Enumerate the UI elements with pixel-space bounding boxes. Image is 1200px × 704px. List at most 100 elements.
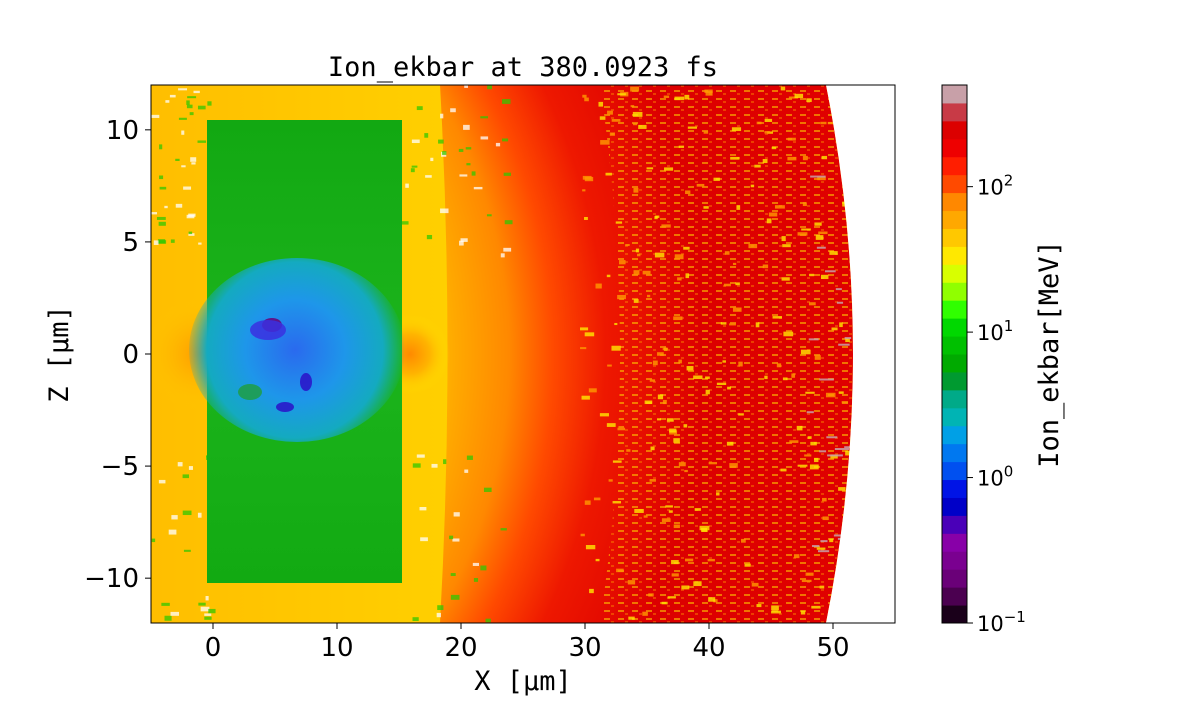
noise-speckle xyxy=(841,401,848,404)
noise-speckle xyxy=(193,90,200,94)
colorbar xyxy=(942,85,967,624)
noise-speckle xyxy=(208,608,216,614)
noise-speckle xyxy=(158,221,166,226)
noise-speckle xyxy=(425,175,432,178)
noise-speckle xyxy=(791,373,796,378)
noise-speckle xyxy=(821,155,828,160)
noise-speckle xyxy=(806,98,812,103)
noise-speckle xyxy=(633,122,638,126)
hot-spot xyxy=(300,373,312,391)
noise-speckle xyxy=(762,158,768,164)
noise-speckle xyxy=(636,253,641,257)
noise-speckle xyxy=(401,221,409,225)
noise-speckle xyxy=(405,183,409,188)
noise-speckle xyxy=(420,537,428,542)
colorbar-segment xyxy=(942,389,967,409)
noise-speckle xyxy=(830,454,838,459)
noise-speckle xyxy=(826,436,838,439)
noise-speckle xyxy=(674,254,684,260)
x-tick-label: 30 xyxy=(568,633,601,663)
noise-speckle xyxy=(703,131,709,134)
colorbar-segment xyxy=(942,425,967,445)
noise-speckle xyxy=(464,469,469,473)
colorbar-tick-label: 101 xyxy=(977,317,1013,345)
noise-speckle xyxy=(450,594,460,600)
noise-speckle xyxy=(820,121,827,125)
noise-speckle xyxy=(804,454,812,457)
noise-speckle xyxy=(750,184,755,188)
noise-speckle xyxy=(817,550,830,553)
x-tick-label: 50 xyxy=(816,633,849,663)
noise-speckle xyxy=(612,501,622,504)
noise-speckle xyxy=(802,155,808,161)
noise-speckle xyxy=(649,479,656,482)
noise-speckle xyxy=(807,436,812,439)
noise-speckle xyxy=(667,596,676,599)
colorbar-segment xyxy=(942,407,967,427)
noise-speckle xyxy=(820,540,828,543)
noise-speckle xyxy=(442,151,447,155)
noise-speckle xyxy=(687,126,697,129)
noise-speckle xyxy=(756,121,762,125)
shell-speckle xyxy=(600,85,853,623)
y-tick-label: −10 xyxy=(84,564,139,594)
target-core xyxy=(189,258,405,442)
colorbar-segment xyxy=(942,282,967,301)
noise-speckle xyxy=(809,273,815,277)
noise-speckle xyxy=(635,248,640,253)
noise-speckle xyxy=(663,95,670,98)
noise-speckle xyxy=(183,549,191,552)
noise-speckle xyxy=(197,140,207,143)
noise-speckle xyxy=(625,244,630,247)
noise-speckle xyxy=(708,462,718,465)
noise-speckle xyxy=(411,139,420,144)
noise-speckle xyxy=(829,251,838,255)
noise-speckle xyxy=(722,360,726,363)
noise-speckle xyxy=(673,524,680,529)
y-axis-ticks: −10 −5 0 5 10 xyxy=(84,116,151,594)
colorbar-segment xyxy=(942,156,967,176)
noise-speckle xyxy=(473,186,483,190)
colorbar-segment xyxy=(942,551,967,570)
noise-speckle xyxy=(724,251,730,255)
noise-speckle xyxy=(171,515,178,520)
noise-speckle xyxy=(182,474,190,479)
noise-speckle xyxy=(642,270,651,275)
noise-speckle xyxy=(671,573,679,577)
colorbar-segment xyxy=(942,85,967,104)
noise-speckle xyxy=(693,581,702,587)
colorbar-segment xyxy=(942,533,967,552)
noise-speckle xyxy=(502,138,509,142)
noise-speckle xyxy=(696,183,705,187)
noise-speckle xyxy=(599,116,606,120)
noise-speckle xyxy=(800,349,811,355)
noise-speckle xyxy=(772,316,782,319)
noise-speckle xyxy=(731,127,742,132)
noise-speckle xyxy=(188,231,193,235)
noise-speckle xyxy=(464,85,468,88)
noise-speckle xyxy=(827,454,843,457)
noise-speckle xyxy=(797,464,808,467)
x-axis-ticks: 0 10 20 30 40 50 xyxy=(205,623,850,663)
noise-speckle xyxy=(705,389,710,395)
noise-speckle xyxy=(473,578,479,582)
noise-speckle xyxy=(452,538,460,542)
noise-speckle xyxy=(683,246,690,250)
colorbar-ticks: 10−1 100 101 102 xyxy=(967,172,1026,636)
noise-speckle xyxy=(151,114,160,118)
noise-speckle xyxy=(780,468,787,472)
noise-speckle xyxy=(633,299,639,303)
noise-speckle xyxy=(191,162,196,165)
noise-speckle xyxy=(581,395,590,400)
noise-speckle xyxy=(151,212,158,215)
noise-speckle xyxy=(169,94,176,98)
noise-speckle xyxy=(771,146,777,150)
noise-speckle xyxy=(673,438,680,443)
noise-speckle xyxy=(671,560,679,565)
noise-speckle xyxy=(197,512,202,518)
noise-speckle xyxy=(685,273,690,279)
noise-speckle xyxy=(580,533,585,537)
noise-speckle xyxy=(182,510,192,516)
noise-speckle xyxy=(483,487,492,492)
